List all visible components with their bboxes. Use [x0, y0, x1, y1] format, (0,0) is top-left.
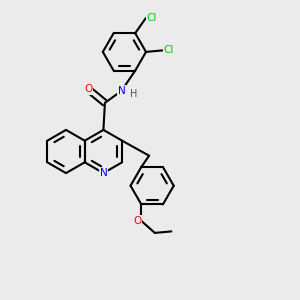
Text: Cl: Cl: [146, 13, 157, 23]
Text: Cl: Cl: [163, 45, 174, 56]
Text: N: N: [118, 86, 125, 96]
Text: H: H: [130, 89, 137, 99]
Text: O: O: [84, 84, 92, 94]
Text: O: O: [133, 216, 142, 226]
Text: N: N: [100, 168, 107, 178]
